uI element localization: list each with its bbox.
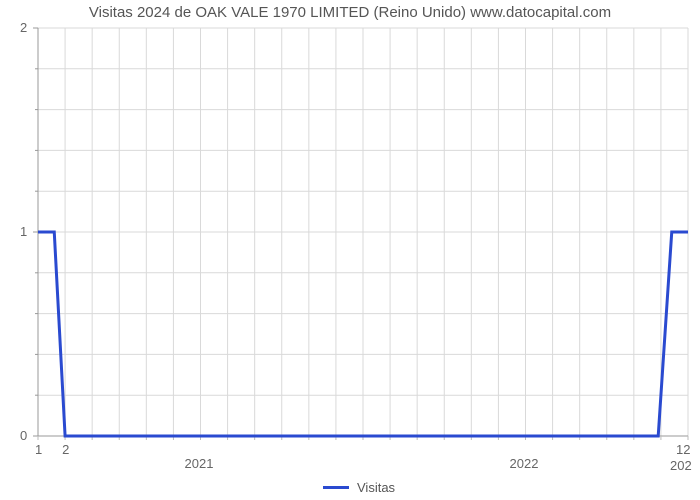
chart-legend: Visitas [323,480,395,495]
legend-label: Visitas [357,480,395,495]
y-axis-label-1: 1 [20,224,27,239]
x-axis-end-label-1: 12 [676,442,690,457]
chart-title: Visitas 2024 de OAK VALE 1970 LIMITED (R… [0,4,700,21]
legend-swatch [323,486,349,489]
x-axis-end-label-2: 202 [670,458,692,473]
x-axis-start-label-2: 2 [62,442,69,457]
y-axis-label-2: 2 [20,20,27,35]
x-axis-start-label-1: 1 [35,442,42,457]
chart-svg [38,28,688,436]
x-axis-year-label-0: 2021 [185,456,214,471]
x-axis-year-label-1: 2022 [510,456,539,471]
chart-container: Visitas 2024 de OAK VALE 1970 LIMITED (R… [0,0,700,500]
y-axis-label-0: 0 [20,428,27,443]
plot-area [38,28,688,436]
